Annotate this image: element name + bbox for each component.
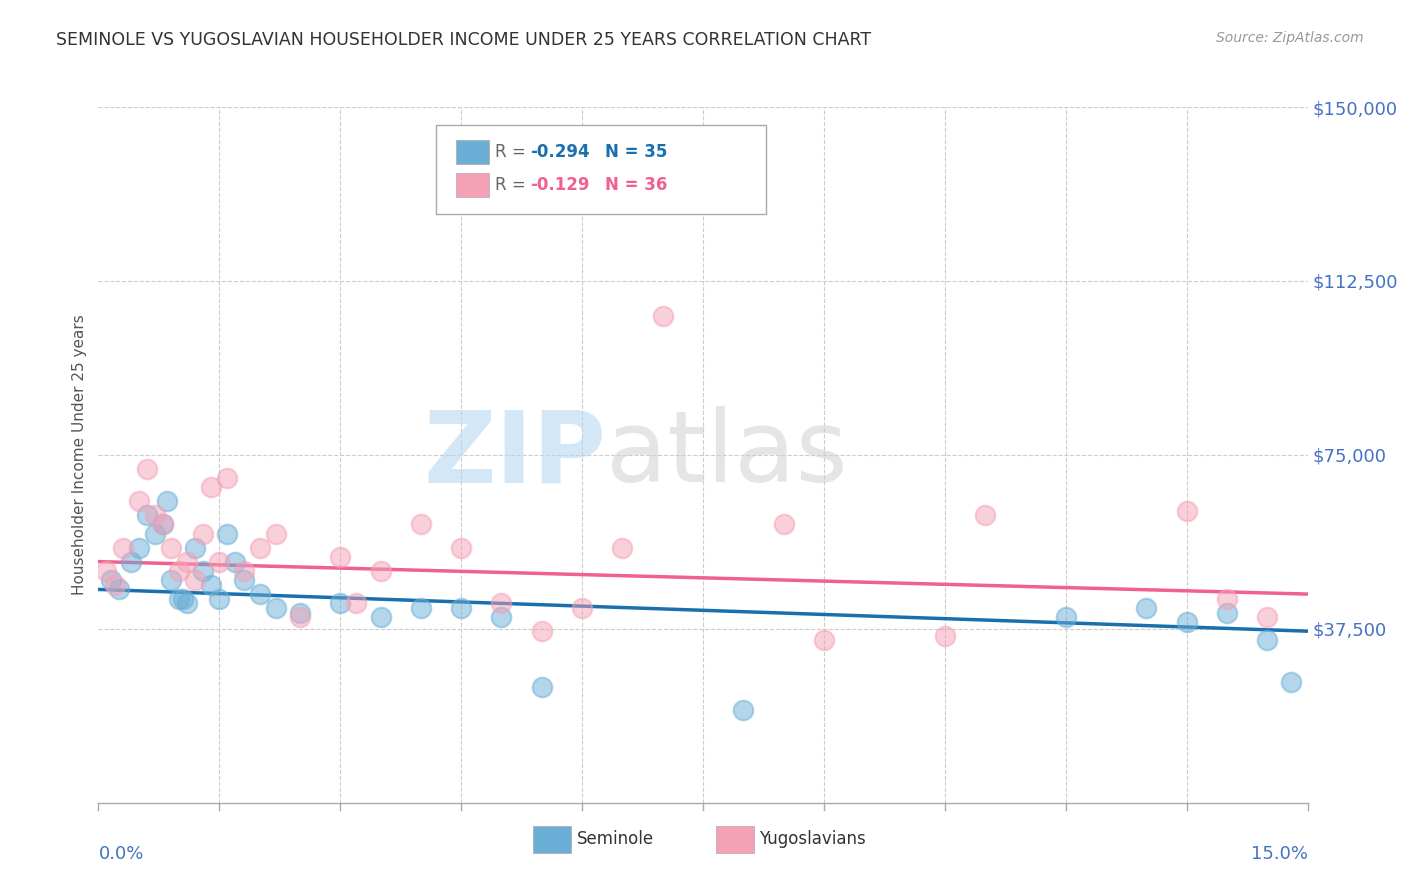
Point <box>530 680 553 694</box>
Point <box>107 582 129 597</box>
Point <box>1281 675 1303 690</box>
Point <box>733 703 755 717</box>
Point <box>120 555 142 569</box>
Point <box>491 596 513 610</box>
Point <box>571 601 593 615</box>
Point <box>232 564 254 578</box>
Point <box>1175 503 1198 517</box>
Text: atlas: atlas <box>606 407 848 503</box>
Point <box>176 555 198 569</box>
Point <box>329 596 352 610</box>
Point <box>1256 610 1278 624</box>
Point <box>491 610 513 624</box>
Point <box>288 606 311 620</box>
Text: R =: R = <box>495 143 531 161</box>
Point <box>329 549 352 564</box>
Point <box>409 517 432 532</box>
Point <box>184 541 207 555</box>
Point <box>1216 591 1239 606</box>
Point <box>249 541 271 555</box>
Point <box>288 610 311 624</box>
Point <box>208 555 231 569</box>
Text: 0.0%: 0.0% <box>98 845 143 863</box>
Point <box>156 494 179 508</box>
Text: -0.294: -0.294 <box>530 143 589 161</box>
Text: Source: ZipAtlas.com: Source: ZipAtlas.com <box>1216 31 1364 45</box>
Point <box>135 462 157 476</box>
Text: ZIP: ZIP <box>423 407 606 503</box>
Point <box>111 541 134 555</box>
Text: -0.129: -0.129 <box>530 176 589 194</box>
Point <box>184 573 207 587</box>
Point <box>813 633 835 648</box>
Point <box>200 480 222 494</box>
Point <box>208 591 231 606</box>
Point <box>167 564 190 578</box>
Text: R =: R = <box>495 176 531 194</box>
Point <box>193 564 215 578</box>
Point <box>450 601 472 615</box>
Point <box>1135 601 1157 615</box>
Point <box>143 508 166 523</box>
Point <box>128 541 150 555</box>
Text: Seminole: Seminole <box>576 830 654 848</box>
Point <box>135 508 157 523</box>
Text: SEMINOLE VS YUGOSLAVIAN HOUSEHOLDER INCOME UNDER 25 YEARS CORRELATION CHART: SEMINOLE VS YUGOSLAVIAN HOUSEHOLDER INCO… <box>56 31 872 49</box>
Point <box>167 591 190 606</box>
Point <box>651 309 673 323</box>
Y-axis label: Householder Income Under 25 years: Householder Income Under 25 years <box>72 315 87 595</box>
Point <box>193 526 215 541</box>
Point <box>160 573 183 587</box>
Point <box>264 526 287 541</box>
Point <box>176 596 198 610</box>
Point <box>370 610 392 624</box>
Point <box>409 601 432 615</box>
Point <box>344 596 367 610</box>
Point <box>772 517 794 532</box>
Point <box>152 517 174 532</box>
Point <box>160 541 183 555</box>
Point <box>200 578 222 592</box>
Text: Yugoslavians: Yugoslavians <box>759 830 866 848</box>
Point <box>217 471 239 485</box>
Text: N = 36: N = 36 <box>605 176 666 194</box>
Text: 15.0%: 15.0% <box>1250 845 1308 863</box>
Point <box>612 541 634 555</box>
Point <box>100 573 122 587</box>
Point <box>152 517 174 532</box>
Text: N = 35: N = 35 <box>605 143 666 161</box>
Point <box>172 591 194 606</box>
Point <box>143 526 166 541</box>
Point <box>370 564 392 578</box>
Point <box>96 564 118 578</box>
Point <box>1216 606 1239 620</box>
Point <box>232 573 254 587</box>
Point <box>224 555 246 569</box>
Point <box>217 526 239 541</box>
Point <box>1256 633 1278 648</box>
Point <box>1175 615 1198 629</box>
Point <box>530 624 553 639</box>
Point <box>1054 610 1077 624</box>
Point <box>450 541 472 555</box>
Point <box>974 508 997 523</box>
Point <box>264 601 287 615</box>
Point <box>934 629 956 643</box>
Point <box>249 587 271 601</box>
Point <box>103 578 125 592</box>
Point <box>128 494 150 508</box>
